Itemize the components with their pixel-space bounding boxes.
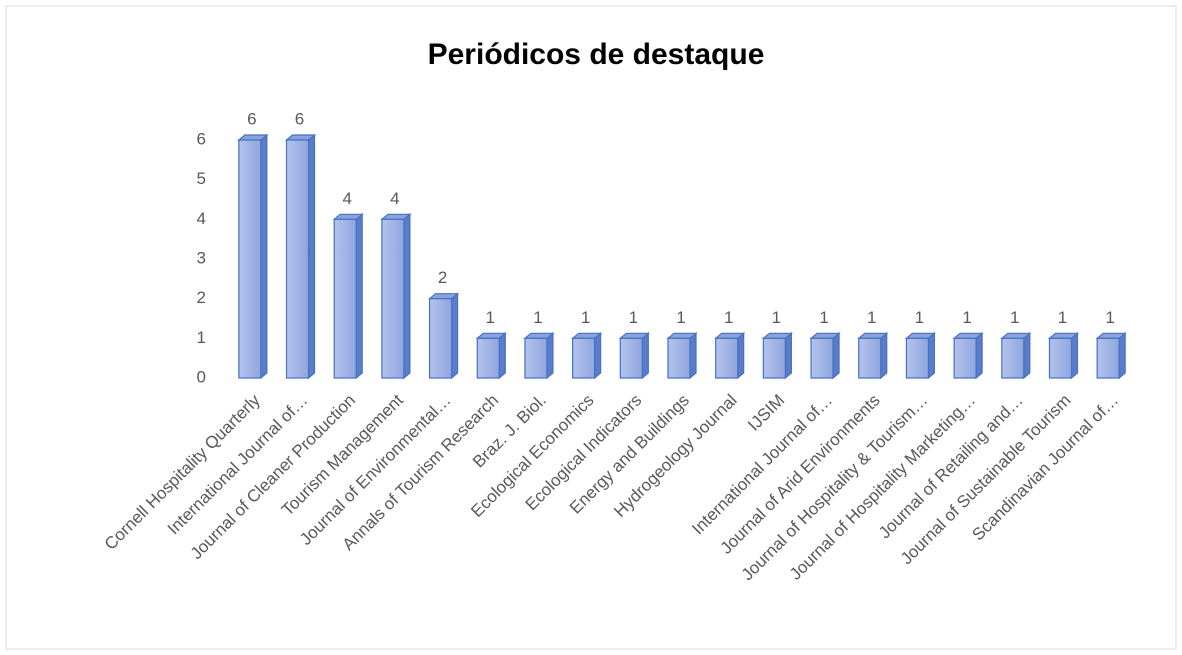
bar-side	[594, 332, 602, 380]
value-label: 1	[629, 308, 638, 327]
bar	[1096, 337, 1120, 379]
bar-top	[523, 332, 555, 339]
bar-top	[284, 134, 317, 141]
bar	[619, 337, 643, 379]
y-tick-label: 6	[197, 129, 206, 148]
bar-side	[784, 332, 792, 380]
bar-top	[1000, 332, 1032, 339]
y-tick-label: 4	[197, 209, 206, 228]
bar	[524, 337, 548, 379]
bar-side	[307, 133, 316, 380]
bar	[428, 298, 453, 379]
bar-side	[355, 213, 363, 380]
bar-side	[737, 332, 745, 380]
value-label: 1	[962, 308, 971, 327]
value-label: 1	[1058, 308, 1067, 327]
bar	[667, 337, 691, 379]
bar-side	[403, 213, 411, 380]
bar	[381, 218, 405, 379]
bar-top	[714, 332, 746, 339]
bar-side	[689, 332, 697, 380]
value-label: 1	[724, 308, 733, 327]
bar	[858, 337, 882, 379]
bar-top	[380, 213, 412, 220]
bar-top	[857, 332, 889, 339]
bar-side	[260, 133, 268, 380]
bar-top	[570, 332, 603, 339]
bar-side	[880, 332, 888, 380]
value-label: 1	[486, 308, 495, 327]
y-tick-label: 5	[197, 169, 206, 188]
value-label: 1	[772, 308, 781, 327]
value-label: 1	[1010, 308, 1019, 327]
bar-top	[1095, 332, 1127, 339]
y-tick-label: 1	[197, 328, 206, 347]
bar-top	[427, 293, 460, 300]
value-label: 1	[915, 308, 924, 327]
y-tick-label: 0	[197, 367, 206, 386]
bar	[285, 139, 310, 379]
bar-side	[1070, 332, 1079, 380]
bar	[476, 337, 500, 379]
bar-top	[809, 332, 841, 339]
bar-top	[237, 134, 269, 141]
bar	[333, 218, 357, 379]
value-label: 1	[676, 308, 685, 327]
bar	[572, 337, 596, 379]
bar-top	[1047, 332, 1080, 339]
bar-top	[904, 332, 937, 339]
chart-border	[5, 5, 1177, 650]
value-label: 1	[533, 308, 542, 327]
y-tick-label: 3	[197, 248, 206, 267]
bar	[238, 139, 262, 379]
bar-side	[546, 332, 554, 380]
chart-title: Periódicos de destaque	[428, 38, 765, 71]
value-label: 1	[867, 308, 876, 327]
bar	[762, 337, 786, 379]
value-label: 1	[819, 308, 828, 327]
bar-side	[498, 332, 506, 380]
bar-side	[927, 332, 936, 380]
bar	[715, 337, 739, 379]
value-label: 2	[438, 268, 447, 287]
bar-top	[952, 332, 984, 339]
bar	[1048, 337, 1073, 379]
bar-top	[332, 213, 364, 220]
value-label: 1	[581, 308, 590, 327]
bar-side	[1118, 332, 1126, 380]
value-label: 1	[1105, 308, 1114, 327]
bar-top	[666, 332, 698, 339]
bar	[1001, 337, 1025, 379]
y-tick-label: 2	[197, 288, 206, 307]
bar-side	[975, 332, 983, 380]
bar	[905, 337, 930, 379]
bar-top	[761, 332, 794, 339]
bar	[953, 337, 977, 379]
bar-side	[641, 332, 649, 380]
bar-side	[1023, 332, 1031, 380]
value-label: 6	[247, 109, 256, 128]
bar-side	[450, 292, 459, 380]
value-label: 6	[295, 109, 304, 128]
bar-side	[832, 332, 840, 380]
value-label: 4	[390, 189, 399, 208]
bar	[810, 337, 834, 379]
value-label: 4	[342, 189, 351, 208]
bar-top	[475, 332, 507, 339]
bar-top	[618, 332, 650, 339]
